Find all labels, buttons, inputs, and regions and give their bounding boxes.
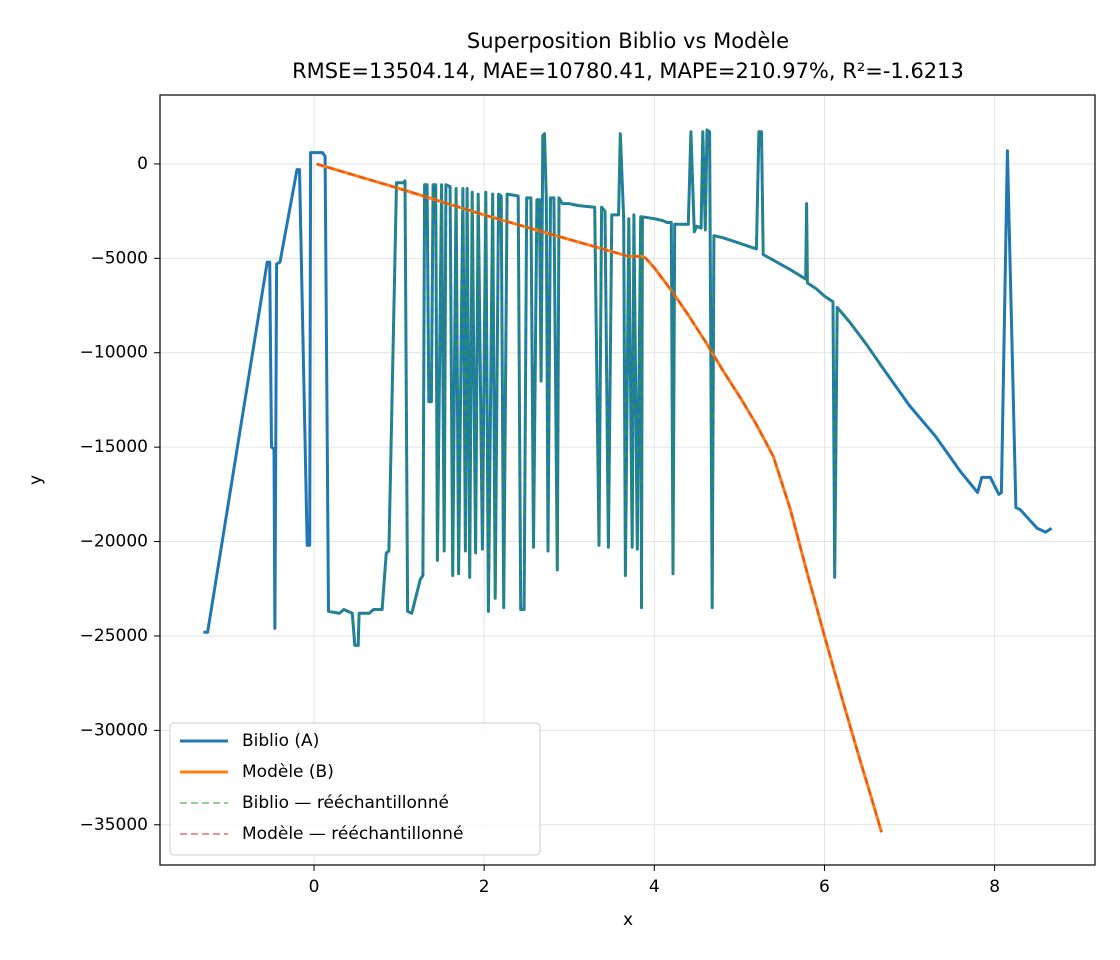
y-tick-label: −10000 <box>80 343 148 363</box>
legend-label: Biblio — rééchantillonné <box>242 793 449 813</box>
y-axis-label: y <box>26 475 46 485</box>
x-tick-label: 4 <box>649 877 660 897</box>
x-tick-label: 8 <box>989 877 1000 897</box>
legend-label: Modèle — rééchantillonné <box>242 824 463 844</box>
y-tick-label: −5000 <box>90 248 148 268</box>
plot-area <box>203 128 1053 833</box>
x-tick-label: 0 <box>309 877 320 897</box>
y-tick-label: −35000 <box>80 815 148 835</box>
x-tick-label: 2 <box>479 877 490 897</box>
y-tick-label: −25000 <box>80 626 148 646</box>
y-tick-label: 0 <box>137 154 148 174</box>
y-tick-label: −15000 <box>80 437 148 457</box>
x-axis-label: x <box>623 910 633 930</box>
legend-label: Modèle (B) <box>242 762 334 782</box>
series-line <box>316 162 883 833</box>
legend-box <box>169 722 541 856</box>
x-tick-label: 6 <box>819 877 830 897</box>
chart-title: Superposition Biblio vs Modèle <box>467 29 789 53</box>
legend-label: Biblio (A) <box>242 731 319 751</box>
plot-frame <box>159 94 1096 866</box>
y-tick-label: −30000 <box>80 720 148 740</box>
y-tick-label: −20000 <box>80 532 148 552</box>
chart-subtitle: RMSE=13504.14, MAE=10780.41, MAPE=210.97… <box>292 59 964 83</box>
series-line <box>328 128 883 647</box>
